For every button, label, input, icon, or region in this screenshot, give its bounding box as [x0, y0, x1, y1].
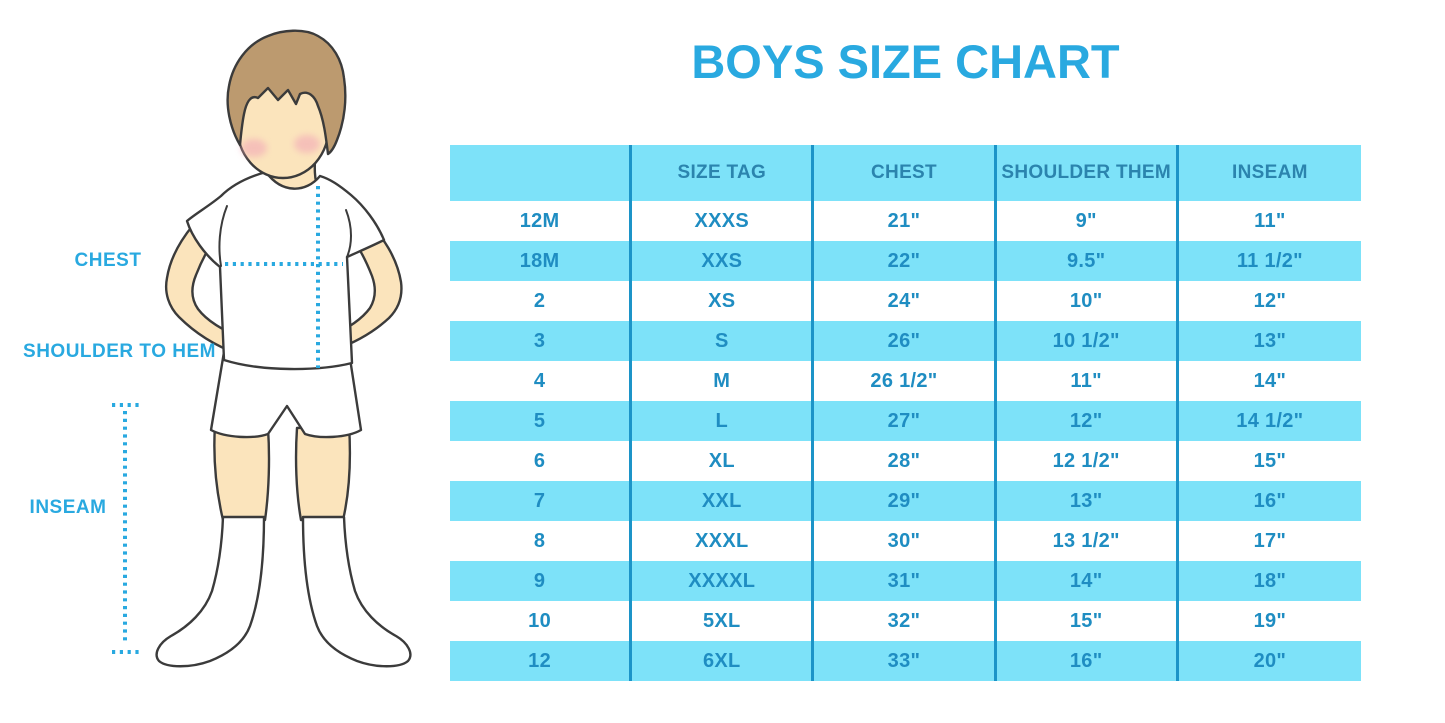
table-cell: 9 — [450, 561, 633, 601]
table-cell: 17" — [1253, 529, 1287, 552]
table-cell: 12 — [450, 641, 633, 681]
table-cell: 24" — [814, 281, 997, 321]
table-cell: 16" — [1253, 489, 1287, 512]
column-header: INSEAM — [1232, 162, 1308, 183]
table-cell: XXXL — [632, 521, 815, 561]
table-cell: 5XL — [632, 601, 815, 641]
table-cell: 28" — [814, 441, 997, 481]
table-cell: 10 1/2" — [997, 321, 1179, 361]
table-cell: 12" — [1253, 289, 1287, 312]
table-cell: XXS — [632, 241, 815, 281]
table-row: 5 L 27" 12" 14 1/2" — [450, 401, 1361, 441]
table-cell: 13" — [997, 481, 1179, 521]
table-cell: 18M — [450, 241, 633, 281]
table-cell: 26" — [814, 321, 997, 361]
boy-right-cheek — [294, 135, 320, 153]
chest-label: CHEST — [74, 250, 142, 271]
table-cell: 10 — [450, 601, 633, 641]
table-cell: 31" — [814, 561, 997, 601]
table-cell: 15" — [997, 601, 1179, 641]
shoulder-to-hem-label: SHOULDER TO HEM — [23, 341, 216, 362]
table-cell: 32" — [814, 601, 997, 641]
table-cell: XS — [632, 281, 815, 321]
table-cell: 7 — [450, 481, 633, 521]
table-cell: 12 1/2" — [997, 441, 1179, 481]
table-row: 7 XXL 29" 13" 16" — [450, 481, 1361, 521]
table-row: 8 XXXL 30" 13 1/2" 17" — [450, 521, 1361, 561]
table-cell: 18" — [1253, 569, 1287, 592]
table-row: 18M XXS 22" 9.5" 11 1/2" — [450, 241, 1361, 281]
table-cell: 19" — [1253, 609, 1287, 632]
table-row: 12M XXXS 21" 9" 11" — [450, 201, 1361, 241]
column-header: SIZE TAG — [632, 145, 815, 201]
table-cell: 27" — [814, 401, 997, 441]
table-row: 3 S 26" 10 1/2" 13" — [450, 321, 1361, 361]
boy-right-leg — [294, 423, 352, 522]
table-cell: 13 1/2" — [997, 521, 1179, 561]
table-cell: 26 1/2" — [814, 361, 997, 401]
column-header: CHEST — [814, 145, 997, 201]
table-cell: 22" — [814, 241, 997, 281]
boy-hair — [226, 29, 347, 156]
table-cell: 11" — [1254, 209, 1286, 232]
inseam-label: INSEAM — [29, 497, 107, 518]
table-row: 2 XS 24" 10" 12" — [450, 281, 1361, 321]
page-title: BOYS SIZE CHART — [691, 35, 1120, 88]
table-cell: 14 1/2" — [1236, 409, 1304, 432]
table-cell: 16" — [997, 641, 1179, 681]
table-cell: 6XL — [632, 641, 815, 681]
table-cell: XXXS — [632, 201, 815, 241]
table-row: 12 6XL 33" 16" 20" — [450, 641, 1361, 681]
table-cell: 9.5" — [997, 241, 1179, 281]
table-cell: 33" — [814, 641, 997, 681]
boy-shirt — [185, 170, 386, 371]
boy-left-leg — [213, 423, 271, 522]
table-cell: S — [632, 321, 815, 361]
table-cell: 15" — [1253, 449, 1287, 472]
table-cell: 4 — [450, 361, 633, 401]
table-cell: 3 — [450, 321, 633, 361]
table-cell: 6 — [450, 441, 633, 481]
table-cell: XXL — [632, 481, 815, 521]
table-cell: 20" — [1253, 649, 1287, 672]
table-row: 6 XL 28" 12 1/2" 15" — [450, 441, 1361, 481]
table-cell: 12" — [997, 401, 1179, 441]
size-table: SIZE TAG CHEST SHOULDER THEM INSEAM 12M XXXS… — [450, 145, 1361, 681]
column-header — [450, 145, 633, 201]
table-cell: 29" — [814, 481, 997, 521]
table-cell: 12M — [450, 201, 633, 241]
column-header: SHOULDER THEM — [997, 145, 1179, 201]
boy-left-cheek — [241, 139, 267, 157]
table-cell: 30" — [814, 521, 997, 561]
table-body: 12M XXXS 21" 9" 11" 18M XXS 22" 9.5" 11 1/2" 2 XS 24… — [450, 201, 1361, 681]
table-cell: 8 — [450, 521, 633, 561]
table-cell: XXXXL — [632, 561, 815, 601]
table-cell: 14" — [1253, 369, 1287, 392]
table-cell: 21" — [814, 201, 997, 241]
table-cell: XL — [632, 441, 815, 481]
boy-left-sleeve-seam — [218, 205, 228, 267]
table-cell: 14" — [997, 561, 1179, 601]
table-cell: 9" — [997, 201, 1179, 241]
boy-right-sock — [301, 515, 412, 668]
table-row: 4 M 26 1/2" 11" 14" — [450, 361, 1361, 401]
boy-right-sleeve-seam — [345, 209, 352, 258]
table-row: 9 XXXXL 31" 14" 18" — [450, 561, 1361, 601]
table-cell: L — [632, 401, 815, 441]
boy-illustration — [112, 29, 412, 668]
table-cell: 5 — [450, 401, 633, 441]
table-cell: M — [632, 361, 815, 401]
table-row: 10 5XL 32" 15" 19" — [450, 601, 1361, 641]
boy-left-sock — [155, 515, 266, 668]
table-cell: 2 — [450, 281, 633, 321]
table-cell: 10" — [997, 281, 1179, 321]
table-header-row: SIZE TAG CHEST SHOULDER THEM INSEAM — [450, 145, 1361, 201]
table-cell: 11 1/2" — [1236, 249, 1303, 272]
table-cell: 11" — [997, 361, 1179, 401]
table-cell: 13" — [1253, 329, 1287, 352]
